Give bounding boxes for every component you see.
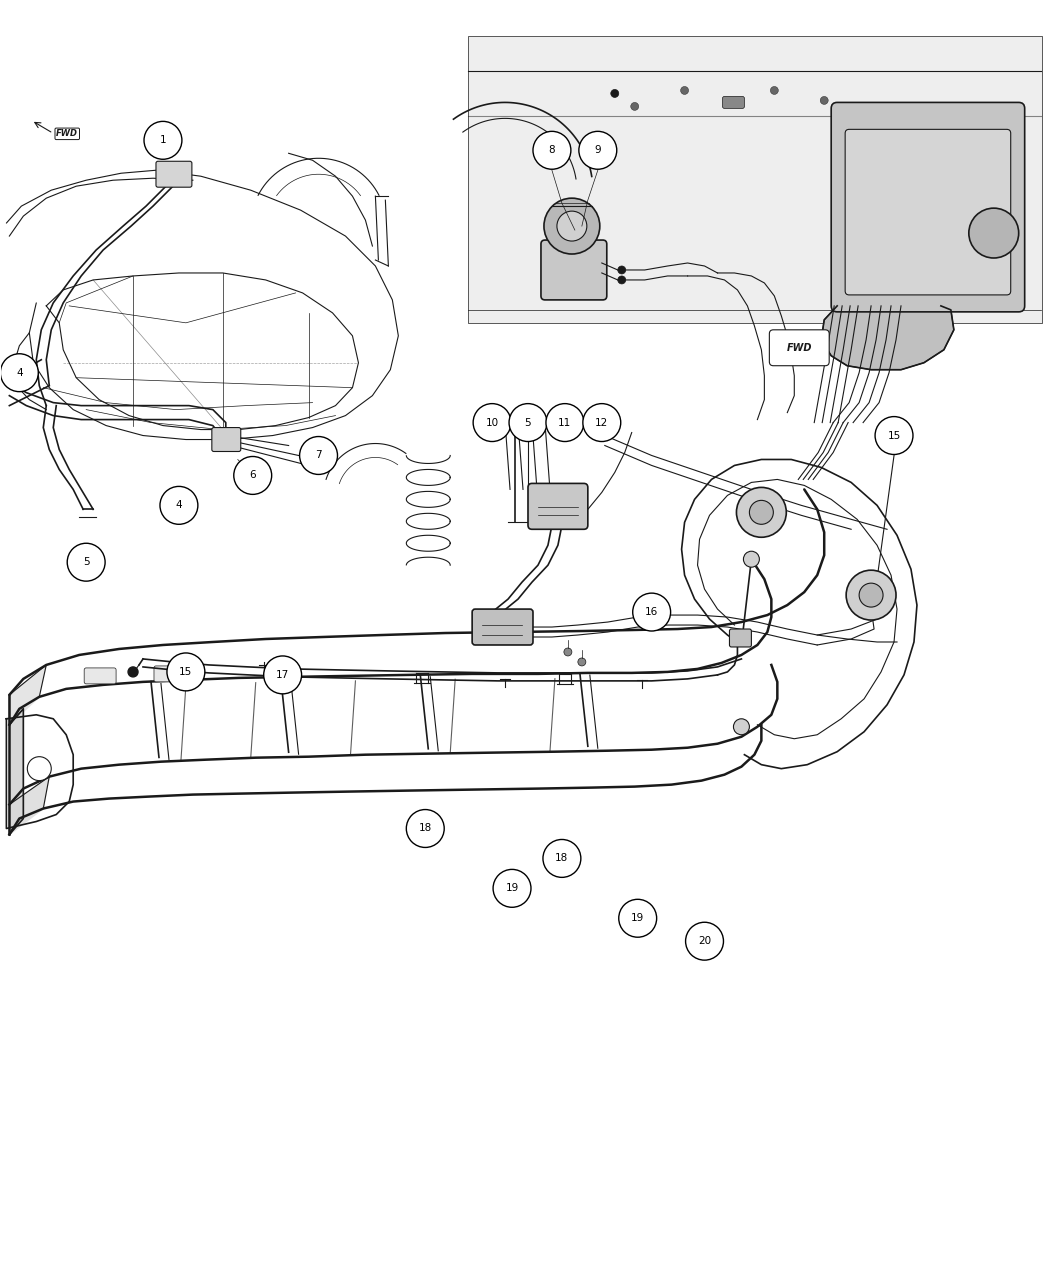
FancyBboxPatch shape (528, 484, 588, 529)
Circle shape (619, 899, 656, 937)
Text: 5: 5 (525, 418, 531, 428)
Polygon shape (9, 665, 46, 725)
Circle shape (632, 593, 670, 631)
FancyBboxPatch shape (723, 97, 745, 109)
Circle shape (770, 87, 778, 94)
Text: 19: 19 (505, 884, 519, 894)
Circle shape (160, 487, 198, 525)
Text: 4: 4 (176, 501, 182, 511)
Circle shape (406, 810, 444, 848)
Text: 15: 15 (179, 667, 193, 677)
Circle shape (733, 719, 749, 734)
Circle shape (583, 404, 621, 442)
Circle shape (821, 97, 828, 105)
Circle shape (533, 132, 571, 170)
Text: 4: 4 (16, 368, 23, 378)
FancyBboxPatch shape (156, 161, 191, 188)
Circle shape (618, 276, 626, 283)
FancyBboxPatch shape (769, 329, 829, 365)
Circle shape (167, 653, 205, 691)
Text: 15: 15 (888, 430, 901, 441)
Circle shape (473, 404, 511, 442)
Text: 1: 1 (160, 135, 166, 146)
FancyBboxPatch shape (845, 129, 1011, 295)
Text: 12: 12 (595, 418, 608, 428)
Text: FWD: FWD (787, 342, 812, 352)
Text: 10: 10 (486, 418, 499, 428)
Circle shape (631, 102, 639, 110)
Circle shape (543, 839, 581, 877)
Text: FWD: FWD (56, 129, 78, 138)
Circle shape (0, 354, 38, 392)
FancyBboxPatch shape (729, 630, 751, 647)
Text: 5: 5 (83, 557, 89, 567)
Circle shape (875, 416, 913, 455)
Circle shape (557, 211, 587, 241)
Circle shape (618, 266, 626, 275)
Text: 7: 7 (316, 451, 322, 461)
Polygon shape (822, 306, 954, 370)
FancyBboxPatch shape (541, 240, 607, 300)
Polygon shape (9, 776, 49, 834)
Circle shape (736, 488, 786, 538)
Circle shape (686, 922, 724, 960)
Text: 6: 6 (249, 470, 256, 480)
Circle shape (144, 121, 182, 160)
Text: 18: 18 (419, 824, 432, 834)
Circle shape (744, 552, 760, 567)
Circle shape (27, 757, 52, 780)
Circle shape (546, 404, 584, 442)
FancyBboxPatch shape (831, 102, 1025, 312)
Circle shape (544, 198, 600, 254)
Text: 9: 9 (594, 146, 601, 156)
Circle shape (509, 404, 547, 442)
Text: 20: 20 (697, 936, 711, 946)
FancyBboxPatch shape (468, 36, 1041, 323)
Circle shape (859, 584, 883, 607)
Circle shape (234, 456, 271, 494)
Circle shape (300, 437, 338, 475)
Text: 8: 8 (549, 146, 555, 156)
Circle shape (128, 667, 138, 677)
FancyBboxPatch shape (472, 609, 533, 645)
Circle shape (67, 543, 105, 581)
Circle shape (264, 656, 302, 693)
FancyBboxPatch shape (154, 665, 186, 682)
Text: 16: 16 (645, 607, 659, 617)
Circle shape (749, 501, 773, 525)
Text: 18: 18 (555, 853, 568, 863)
Text: 17: 17 (276, 670, 289, 679)
FancyBboxPatch shape (84, 668, 116, 684)
Circle shape (578, 658, 586, 665)
Circle shape (611, 89, 619, 97)
Circle shape (564, 647, 572, 656)
Circle shape (579, 132, 616, 170)
FancyBboxPatch shape (211, 428, 241, 452)
Circle shape (969, 208, 1018, 258)
Text: 19: 19 (631, 913, 644, 923)
Text: 11: 11 (559, 418, 571, 428)
Circle shape (493, 870, 531, 907)
Circle shape (846, 571, 896, 621)
Circle shape (681, 87, 689, 94)
Polygon shape (9, 709, 23, 834)
